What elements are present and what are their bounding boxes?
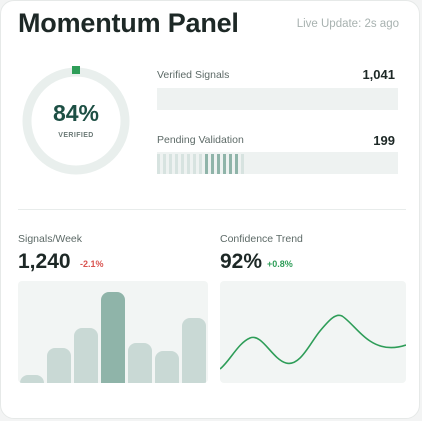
gauge-percent: 84%: [52, 100, 100, 126]
pending-tick: [241, 154, 244, 174]
verified-signals-bar: [157, 88, 398, 110]
pending-tick: [199, 154, 202, 174]
week-bar: [101, 292, 125, 383]
pending-tick: [235, 154, 238, 174]
week-bar: [20, 375, 44, 383]
pending-tick: [229, 154, 232, 174]
week-bar: [182, 318, 206, 383]
week-bar: [47, 348, 71, 383]
pending-tick: [169, 154, 172, 174]
pending-validation-value: 199: [373, 133, 395, 148]
pending-validation-label: Pending Validation: [157, 134, 244, 146]
pending-tick: [157, 154, 160, 174]
pending-tick: [193, 154, 196, 174]
verified-signals-label: Verified Signals: [157, 69, 230, 81]
pending-validation-bars: [157, 152, 244, 174]
confidence-trend-delta: +0.8%: [267, 259, 293, 269]
week-bar: [128, 343, 152, 383]
pending-tick: [211, 154, 214, 174]
confidence-trend-sparkline: [220, 281, 406, 383]
section-divider: [18, 209, 406, 210]
pending-tick: [217, 154, 220, 174]
pending-tick: [205, 154, 208, 174]
week-bar: [155, 351, 179, 383]
pending-tick: [163, 154, 166, 174]
gauge-indicator-marker: [72, 66, 80, 74]
gauge-sublabel: VERIFIED: [58, 132, 94, 139]
signals-week-delta: -2.1%: [80, 259, 104, 269]
panel-title: Momentum Panel: [18, 8, 239, 38]
confidence-trend-value: 92%: [220, 250, 263, 273]
verified-signals-value: 1,041: [362, 67, 395, 82]
signals-week-value: 1,240: [18, 250, 71, 273]
pending-tick: [175, 154, 178, 174]
pending-tick: [181, 154, 184, 174]
confidence-trend-label: Confidence Trend: [220, 233, 303, 245]
signals-week-label: Signals/Week: [18, 233, 83, 245]
confidence-trend-line: [220, 314, 406, 370]
pending-tick: [187, 154, 190, 174]
signals-week-bar-chart: [18, 281, 208, 383]
live-update-status: Live Update: 2s ago: [296, 18, 399, 30]
pending-tick: [223, 154, 226, 174]
week-bar: [74, 328, 98, 383]
